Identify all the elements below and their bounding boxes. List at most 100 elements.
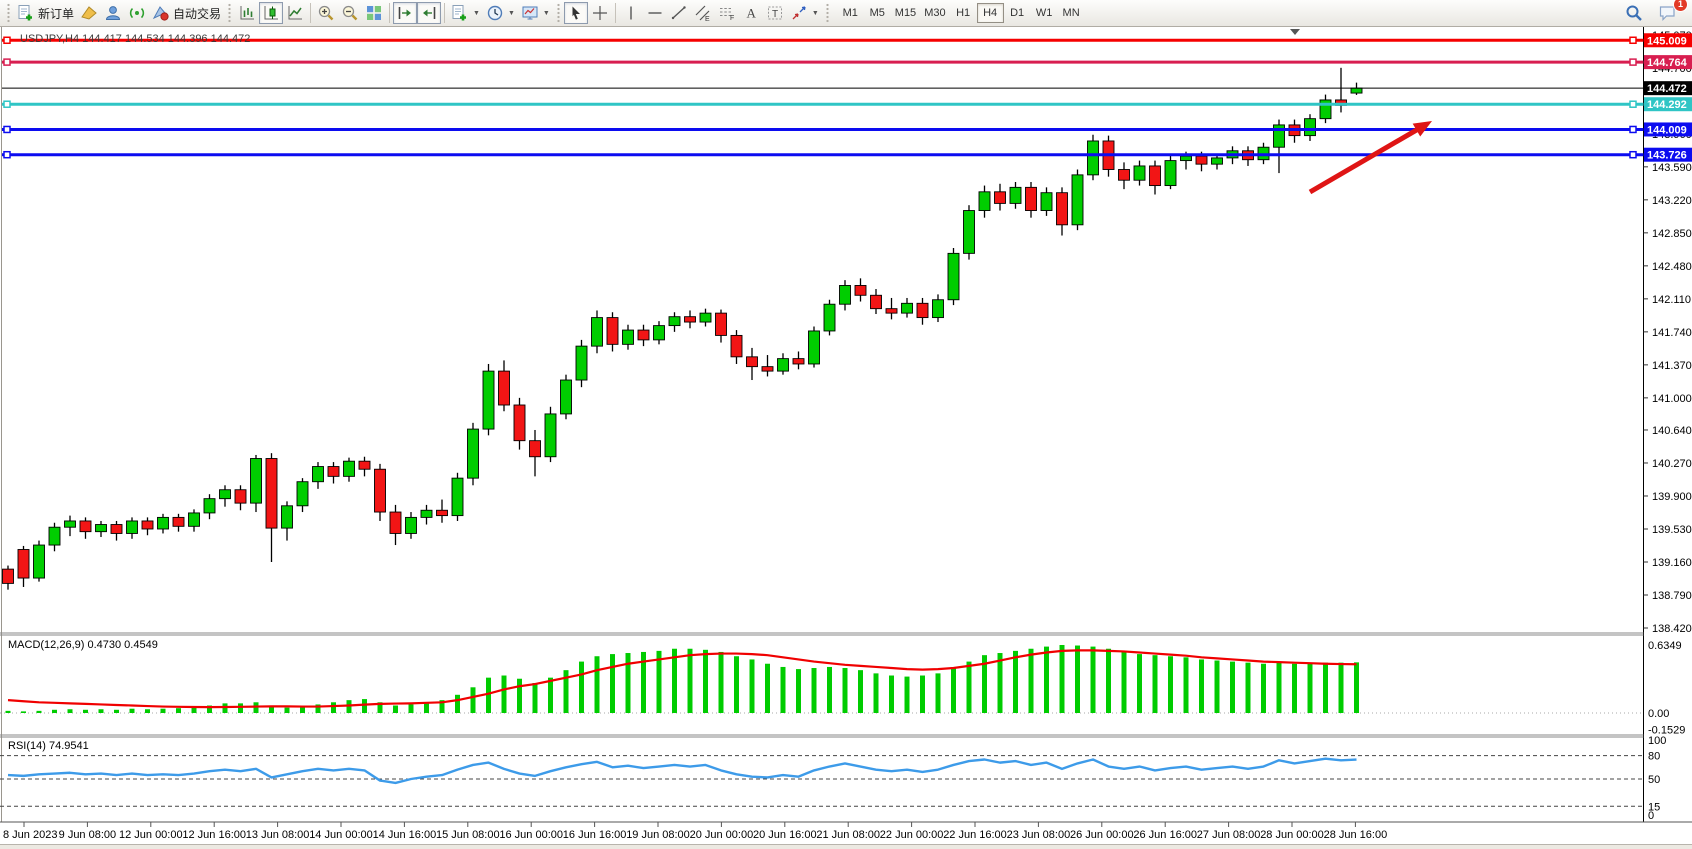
crosshair-button[interactable] xyxy=(588,2,612,24)
candle-body xyxy=(916,302,929,319)
candlestick-chart-button[interactable] xyxy=(259,2,284,24)
text-label-button[interactable]: T xyxy=(763,2,787,24)
price-label-text: 144.764 xyxy=(1647,57,1688,69)
candle-body xyxy=(622,329,634,345)
arrows-button[interactable]: ▼ xyxy=(787,2,822,24)
hline-level-144.292[interactable] xyxy=(2,100,1644,108)
line-handle[interactable] xyxy=(3,58,11,66)
candle-body xyxy=(513,404,526,442)
candle-body xyxy=(1071,174,1084,226)
auto-trading-button[interactable]: 自动交易 xyxy=(149,2,224,24)
time-tick-label: 20 Jun 16:00 xyxy=(753,829,817,841)
candle-body xyxy=(761,366,774,372)
line-handle[interactable] xyxy=(3,100,11,108)
hline-level-145.009[interactable] xyxy=(2,36,1644,45)
price-label-text: 144.009 xyxy=(1647,124,1687,136)
toolbar-separator xyxy=(444,3,446,23)
line-chart-button[interactable] xyxy=(283,2,307,24)
new-order-button[interactable]: 新订单 xyxy=(14,2,77,24)
macd-signal-line xyxy=(7,649,1357,709)
tf-button-M15[interactable]: M15 xyxy=(891,3,920,23)
candle-body xyxy=(2,568,14,584)
candle-body xyxy=(172,516,185,527)
candle-body xyxy=(95,524,107,533)
time-tick-label: 16 Jun 00:00 xyxy=(499,829,563,841)
tf-button-W1[interactable]: W1 xyxy=(1031,3,1058,23)
candle-body xyxy=(126,520,138,534)
tf-button-H1[interactable]: H1 xyxy=(950,3,977,23)
line-handle[interactable] xyxy=(3,125,11,134)
bar-chart-button[interactable] xyxy=(235,2,259,24)
tf-button-M30[interactable]: M30 xyxy=(920,3,949,23)
indicators-button[interactable]: ▼ xyxy=(448,2,483,24)
candle-body xyxy=(591,317,603,347)
fibonacci-button[interactable]: F xyxy=(715,2,739,24)
tf-button-M5[interactable]: M5 xyxy=(864,3,891,23)
tf-button-H4[interactable]: H4 xyxy=(976,3,1004,23)
search-button[interactable] xyxy=(1621,2,1647,24)
line-handle[interactable] xyxy=(1629,150,1637,159)
macd-bar xyxy=(315,704,321,713)
macd-bar xyxy=(362,699,367,713)
candle-body xyxy=(575,345,588,381)
equidistant-channel-button[interactable]: E xyxy=(691,2,715,24)
line-handle[interactable] xyxy=(3,36,11,45)
tf-button-M1[interactable]: M1 xyxy=(837,3,864,23)
zoom-in-button[interactable] xyxy=(314,2,338,24)
price-label: 144.764 xyxy=(1644,55,1692,70)
time-tick-label: 19 Jun 08:00 xyxy=(626,829,690,841)
zoom-out-button[interactable] xyxy=(338,2,362,24)
toolbar-separator xyxy=(389,3,391,23)
candle-body xyxy=(157,516,169,530)
text-button[interactable]: A xyxy=(739,2,763,24)
signals-button[interactable] xyxy=(125,2,149,24)
time-tick-label: 28 Jun 16:00 xyxy=(1324,829,1388,841)
time-tick-label: 15 Jun 08:00 xyxy=(436,829,500,841)
candle-body xyxy=(79,520,92,533)
arrow-shaft[interactable] xyxy=(1308,125,1422,195)
macd-bar xyxy=(207,705,212,713)
cursor-button[interactable] xyxy=(563,2,588,24)
macd-bar xyxy=(672,648,677,713)
candle-body xyxy=(482,370,495,430)
line-handle[interactable] xyxy=(1629,36,1637,45)
candle-body xyxy=(839,285,851,305)
fibonacci-icon: F xyxy=(718,4,736,22)
macd-bar xyxy=(1044,646,1049,713)
auto-scroll-button[interactable] xyxy=(393,2,418,24)
tf-button-D1[interactable]: D1 xyxy=(1004,3,1031,23)
tile-windows-button[interactable] xyxy=(362,2,386,24)
candle-body xyxy=(343,460,355,477)
notification-badge[interactable]: 1 xyxy=(1673,0,1688,12)
templates-button[interactable]: ▼ xyxy=(518,2,553,24)
profile-button[interactable] xyxy=(101,2,125,24)
vertical-line-button[interactable] xyxy=(619,2,643,24)
macd-bar xyxy=(393,705,398,713)
macd-bar xyxy=(5,710,11,713)
svg-text:A: A xyxy=(746,6,756,21)
arrow-head[interactable] xyxy=(1412,121,1432,137)
charts-button[interactable] xyxy=(77,2,101,24)
trend-arrow-annotation[interactable] xyxy=(1308,121,1432,195)
horizontal-line-button[interactable] xyxy=(643,2,667,24)
line-handle[interactable] xyxy=(1629,100,1637,108)
macd-bar xyxy=(1292,663,1297,713)
time-tick-label: 20 Jun 00:00 xyxy=(690,829,754,841)
hline-level-144.764[interactable] xyxy=(2,58,1644,66)
line-handle[interactable] xyxy=(1629,58,1637,66)
line-handle[interactable] xyxy=(3,150,11,159)
macd-bar xyxy=(1106,648,1111,713)
candle-body xyxy=(560,379,572,415)
candle-body xyxy=(312,466,324,483)
trendline-button[interactable] xyxy=(667,2,691,24)
tf-button-MN[interactable]: MN xyxy=(1058,3,1085,23)
macd-bar xyxy=(1059,644,1065,713)
line-handle[interactable] xyxy=(1629,125,1637,134)
periods-button[interactable]: ▼ xyxy=(483,2,518,24)
macd-bar xyxy=(1090,646,1096,713)
chart-shift-button[interactable] xyxy=(417,2,442,24)
hline-level-144.009[interactable] xyxy=(2,125,1644,134)
macd-bar xyxy=(827,666,832,713)
macd-bar xyxy=(1307,663,1313,713)
